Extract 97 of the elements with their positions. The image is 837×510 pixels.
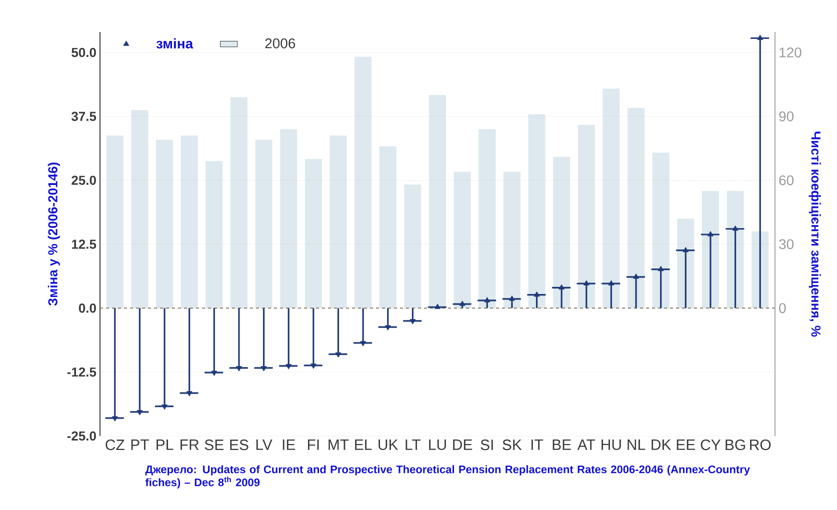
y-tick-label: 37.5 bbox=[71, 112, 96, 121]
point bbox=[136, 410, 143, 416]
x-tick-label: DK bbox=[652, 440, 672, 450]
point bbox=[708, 231, 714, 236]
x-tick-label: LT bbox=[406, 440, 421, 450]
bar bbox=[156, 140, 174, 308]
bar bbox=[528, 114, 546, 308]
point bbox=[236, 366, 242, 372]
x-tick-label: AT bbox=[577, 440, 596, 450]
y-tick-label: 50.0 bbox=[72, 48, 96, 58]
y2-axis-title: Чисті коефіцієнти заміщення, % bbox=[808, 132, 821, 337]
bar bbox=[652, 152, 670, 308]
bar bbox=[429, 95, 446, 308]
y2-tick-label: 60 bbox=[779, 175, 794, 186]
y-tick-label: 25.0 bbox=[72, 176, 96, 185]
bar bbox=[752, 231, 769, 308]
bar bbox=[578, 124, 595, 308]
point bbox=[335, 352, 342, 358]
y2-tick-label: 90 bbox=[779, 111, 794, 122]
point bbox=[186, 391, 192, 396]
legend-label: зміна bbox=[156, 38, 194, 49]
bar bbox=[280, 129, 298, 308]
x-tick-label: RO bbox=[750, 440, 771, 450]
point bbox=[583, 280, 590, 286]
bar bbox=[379, 146, 396, 308]
bar bbox=[354, 56, 372, 308]
x-tick-label: PT bbox=[131, 440, 149, 450]
point bbox=[484, 297, 490, 302]
point bbox=[608, 280, 614, 286]
point bbox=[211, 370, 218, 376]
bar bbox=[230, 97, 248, 308]
y-tick-label: 0.0 bbox=[78, 304, 96, 313]
x-tick-label: CZ bbox=[106, 440, 124, 450]
point bbox=[410, 319, 416, 324]
y2-tick-label: 0 bbox=[779, 303, 786, 314]
x-tick-label: ES bbox=[230, 440, 248, 450]
x-tick-label: EE bbox=[676, 440, 696, 450]
y-tick-label: 12.5 bbox=[72, 240, 96, 249]
x-tick-label: DE bbox=[453, 440, 472, 450]
bar bbox=[478, 129, 496, 308]
x-tick-label: BE bbox=[552, 440, 571, 450]
point bbox=[508, 296, 515, 301]
bar bbox=[206, 161, 223, 308]
x-tick-label: SK bbox=[502, 440, 522, 450]
x-tick-label: FI bbox=[308, 440, 319, 450]
point bbox=[459, 300, 466, 306]
x-tick-label: FR bbox=[180, 440, 199, 450]
y2-tick-label: 30 bbox=[779, 239, 794, 250]
point bbox=[434, 304, 440, 309]
x-tick-label: LU bbox=[429, 440, 446, 450]
point bbox=[112, 416, 118, 422]
bar bbox=[602, 88, 620, 308]
bar bbox=[553, 156, 570, 308]
bar bbox=[726, 190, 744, 308]
bar bbox=[628, 108, 645, 308]
x-tick-label: HU bbox=[602, 440, 621, 450]
bar bbox=[304, 158, 322, 308]
point bbox=[310, 364, 316, 369]
point bbox=[260, 366, 267, 372]
point bbox=[732, 225, 738, 231]
x-tick-label: IE bbox=[282, 440, 296, 450]
bar bbox=[702, 190, 719, 308]
x-tick-label: NL bbox=[628, 440, 646, 450]
x-tick-label: LV bbox=[256, 440, 272, 450]
point bbox=[360, 341, 366, 346]
x-tick-label: UK bbox=[378, 440, 398, 450]
bar bbox=[180, 136, 198, 308]
point bbox=[658, 266, 664, 272]
x-tick-label: EL bbox=[355, 440, 372, 450]
point bbox=[384, 325, 391, 330]
point bbox=[558, 284, 565, 290]
bar bbox=[677, 218, 694, 308]
y-axis-title: Зміна у % (2006-20146) bbox=[48, 162, 60, 306]
x-tick-label: BG bbox=[726, 440, 746, 450]
point bbox=[286, 364, 292, 370]
bar bbox=[131, 110, 148, 308]
bar bbox=[404, 184, 422, 308]
x-tick-label: SE bbox=[204, 440, 224, 450]
legend-label: 2006 bbox=[265, 38, 296, 48]
y-tick-label: -25.0 bbox=[67, 431, 96, 441]
x-tick-label: IT bbox=[531, 440, 544, 450]
text: Джерело: Updates of Current and Prospective Theoretical Pension Replacement Rates 2006-2046 (Annex-Country fiches) – Dec 8$^{th}$ 2009 bbox=[145, 465, 750, 488]
point bbox=[682, 246, 689, 252]
x-tick-label: CY bbox=[700, 440, 721, 450]
bar bbox=[503, 172, 520, 308]
x-tick-label: PL bbox=[156, 440, 174, 450]
y2-tick-label: 120 bbox=[780, 47, 802, 58]
bar bbox=[330, 136, 347, 308]
bar bbox=[454, 172, 471, 308]
point bbox=[534, 291, 540, 297]
y-tick-label: -12.5 bbox=[67, 367, 96, 377]
bar bbox=[255, 140, 272, 308]
point bbox=[633, 274, 640, 279]
point bbox=[162, 404, 168, 410]
x-tick-label: SI bbox=[480, 440, 493, 450]
x-tick-label: MT bbox=[328, 440, 349, 450]
bar bbox=[106, 136, 124, 308]
